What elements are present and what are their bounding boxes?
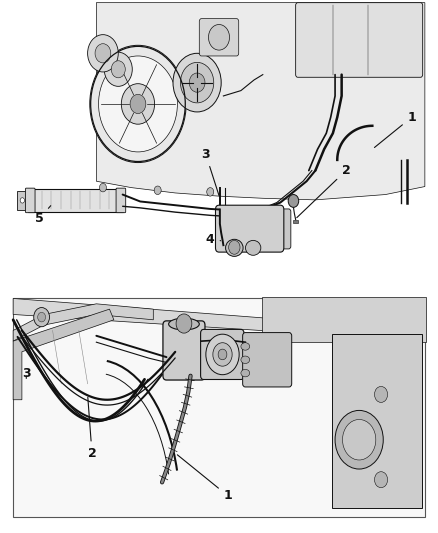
FancyBboxPatch shape <box>201 329 244 379</box>
FancyBboxPatch shape <box>25 188 35 213</box>
Text: 1: 1 <box>177 455 232 502</box>
FancyBboxPatch shape <box>116 188 126 213</box>
Text: 4: 4 <box>206 233 221 246</box>
Ellipse shape <box>245 240 261 255</box>
Circle shape <box>176 314 192 333</box>
Ellipse shape <box>241 369 250 377</box>
Circle shape <box>374 386 388 402</box>
Ellipse shape <box>226 239 243 256</box>
Text: 2: 2 <box>297 164 350 217</box>
Polygon shape <box>13 304 153 341</box>
FancyBboxPatch shape <box>332 334 422 508</box>
Circle shape <box>173 53 221 112</box>
Text: 2: 2 <box>88 397 96 459</box>
Text: 3: 3 <box>22 367 31 379</box>
Circle shape <box>206 334 239 375</box>
Circle shape <box>374 472 388 488</box>
Text: 5: 5 <box>35 206 51 225</box>
Circle shape <box>121 84 155 124</box>
FancyBboxPatch shape <box>269 209 291 249</box>
FancyBboxPatch shape <box>163 321 205 380</box>
Circle shape <box>99 183 106 192</box>
Polygon shape <box>96 3 425 200</box>
Circle shape <box>95 44 111 63</box>
Bar <box>28 189 123 212</box>
Circle shape <box>213 343 232 366</box>
Circle shape <box>207 188 214 196</box>
FancyBboxPatch shape <box>296 3 423 77</box>
FancyBboxPatch shape <box>243 333 292 387</box>
Circle shape <box>288 195 299 207</box>
Polygon shape <box>13 298 425 341</box>
Text: 3: 3 <box>201 148 219 196</box>
Circle shape <box>343 419 376 460</box>
Ellipse shape <box>241 343 250 350</box>
Ellipse shape <box>241 356 250 364</box>
Circle shape <box>229 240 240 254</box>
Bar <box>0 0 438 290</box>
FancyBboxPatch shape <box>17 191 28 210</box>
Circle shape <box>189 73 205 92</box>
FancyBboxPatch shape <box>215 205 284 252</box>
Circle shape <box>20 198 25 203</box>
Ellipse shape <box>169 318 199 330</box>
Circle shape <box>99 56 177 152</box>
FancyBboxPatch shape <box>262 297 426 342</box>
Polygon shape <box>13 309 114 400</box>
Circle shape <box>154 186 161 195</box>
Text: 1: 1 <box>374 111 416 148</box>
Circle shape <box>208 25 230 50</box>
Circle shape <box>218 349 227 360</box>
Circle shape <box>130 94 146 114</box>
Circle shape <box>111 61 125 78</box>
Circle shape <box>104 52 132 86</box>
FancyBboxPatch shape <box>199 19 239 56</box>
Circle shape <box>90 45 186 163</box>
Circle shape <box>38 312 46 322</box>
Bar <box>13 298 425 517</box>
Bar <box>293 220 298 223</box>
Circle shape <box>88 35 118 72</box>
Circle shape <box>335 410 383 469</box>
Circle shape <box>180 62 214 103</box>
Circle shape <box>34 308 49 327</box>
